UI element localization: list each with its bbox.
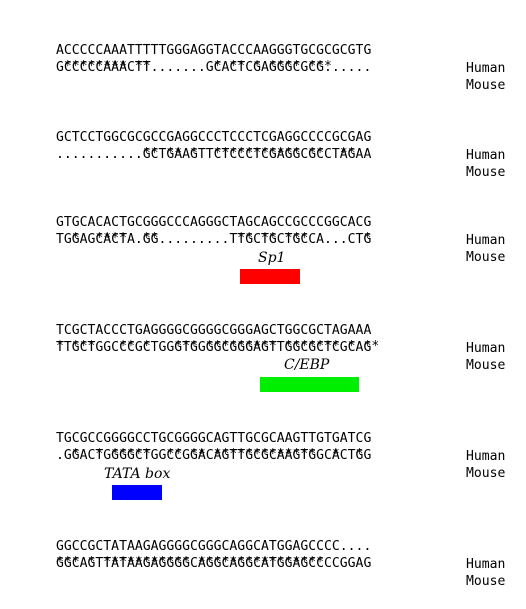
conservation-line-5: * * ***** ** ** ************* * * bbox=[0, 428, 364, 462]
mouse-label-5: Mouse bbox=[466, 466, 506, 481]
tata-box-label: TATA box bbox=[104, 466, 171, 482]
human-seq-3: GTGCACACTGCGGGCCCAGGGCTAGCAGCCGCCCGGCACG bbox=[56, 215, 372, 230]
mouse-line-5: 124 .GGACTGGGGCTGGCCGGACAGTTGCGCAAGTGGCA… bbox=[0, 411, 505, 481]
human-line-2: 41 GCTCCTGGCGCGCCGAGGCCCTCCCTCGAGGCCCCGC… bbox=[0, 93, 505, 163]
conservation-line-3: * **** ** ** ** *** * bbox=[0, 212, 372, 246]
mouse-seq-5: .GGACTGGGGCTGGCCGGACAGTTGCGCAAGTGGCACTGG bbox=[56, 448, 372, 463]
mouse-line-3: 57 TGGAGCACTA.GG.........TTGCTGCTGCCA...… bbox=[0, 195, 505, 265]
mouse-seq-1: GCCCCCAAACTT.......GCACTCGAGGGCGCG...... bbox=[56, 60, 372, 75]
mouse-line-2: 28 ...........GCTGAAGTTCTCCCTCGAGGCGCCTA… bbox=[0, 110, 505, 180]
cebp-bar bbox=[260, 377, 359, 392]
conservation-stars-6: *** * *********** **************** bbox=[56, 555, 325, 570]
mouse-seq-2: ...........GCTGAAGTTCTCCCTCGAGGCGCCTAGAA bbox=[56, 147, 372, 162]
mouse-seq-4: TTGCTGGCCCGCTGGGTGGGGCGGGAGTTGGCGCTCGCAG bbox=[56, 340, 372, 355]
mouse-line-4: 84 TTGCTGGCCCGCTGGGTGGGGCGGGAGTTGGCGCTCG… bbox=[0, 303, 505, 373]
human-seq-6: GGCCGCTATAAGAGGGGCGGGCAGGCATGGAGCCCC.... bbox=[56, 539, 372, 554]
human-label-2: Human bbox=[466, 148, 506, 163]
conservation-line-1: ******** ** * ** * **** *** bbox=[0, 40, 332, 74]
human-line-3: 81 GTGCACACTGCGGGCCCAGGGCTAGCAGCCGCCCGGC… bbox=[0, 178, 505, 248]
mouse-label-2: Mouse bbox=[466, 165, 506, 180]
mouse-line-6: 163 GGCAGTTATAAGAGGGGCAGGCAGGCATGGAGCCCC… bbox=[0, 519, 505, 589]
mouse-label-1: Mouse bbox=[466, 78, 506, 93]
mouse-label-4: Mouse bbox=[466, 358, 506, 373]
human-seq-5: TGCGCCGGGGCCTGCGGGGCAGTTGCGCAAGTTGTGATCG bbox=[56, 431, 372, 446]
conservation-stars-1: ******** ** * ** * **** *** bbox=[56, 59, 332, 74]
human-line-5: 161 TGCGCCGGGGCCTGCGGGGCAGTTGCGCAAGTTGTG… bbox=[0, 394, 505, 464]
human-label-3: Human bbox=[466, 233, 506, 248]
human-label-6: Human bbox=[466, 557, 506, 572]
human-label-4: Human bbox=[466, 341, 506, 356]
human-seq-1: ACCCCCAAATTTTTGGGAGGTACCCAAGGGTGCGCGCGTG bbox=[56, 43, 372, 58]
mouse-label-6: Mouse bbox=[466, 574, 506, 589]
mouse-line-1: 1 GCCCCCAAACTT.......GCACTCGAGGGCGCG....… bbox=[0, 23, 505, 93]
human-seq-2: GCTCCTGGCGCGCCGAGGCCCTCCCTCGAGGCCCCGCGAG bbox=[56, 130, 372, 145]
mouse-seq-3: TGGAGCACTA.GG.........TTGCTGCTGCCA...CTG bbox=[56, 232, 372, 247]
cebp-label: C/EBP bbox=[284, 357, 330, 373]
conservation-stars-3: * **** ** ** ** *** * bbox=[56, 231, 372, 246]
sp1-label: Sp1 bbox=[258, 250, 286, 266]
human-line-4: 121 TCGCTACCCTGAGGGGCGGGGCGGGAGCTGGCGCTA… bbox=[0, 286, 505, 356]
conservation-line-2: ** ** * *********** ** ** bbox=[0, 127, 356, 161]
sp1-bar bbox=[240, 269, 300, 284]
conservation-line-6: *** * *********** **************** bbox=[0, 536, 324, 570]
conservation-stars-2: ** ** * *********** ** ** bbox=[56, 146, 356, 161]
conservation-stars-5: * * ***** ** ** ************* * * bbox=[56, 447, 364, 462]
human-line-1: 1 ACCCCCAAATTTTTGGGAGGTACCCAAGGGTGCGCGCG… bbox=[0, 6, 505, 76]
conservation-stars-4: * *** ** * *** ********* ******* * ** bbox=[56, 339, 380, 354]
mouse-label-3: Mouse bbox=[466, 250, 506, 265]
human-label-1: Human bbox=[466, 61, 506, 76]
human-line-6: 201 GGCCGCTATAAGAGGGGCGGGCAGGCATGGAGCCCC… bbox=[0, 502, 505, 572]
tata-box-bar bbox=[112, 485, 162, 500]
human-label-5: Human bbox=[466, 449, 506, 464]
human-seq-4: TCGCTACCCTGAGGGGCGGGGCGGGAGCTGGCGCTAGAAA bbox=[56, 323, 372, 338]
conservation-line-4: * *** ** * *** ********* ******* * ** bbox=[0, 320, 379, 354]
